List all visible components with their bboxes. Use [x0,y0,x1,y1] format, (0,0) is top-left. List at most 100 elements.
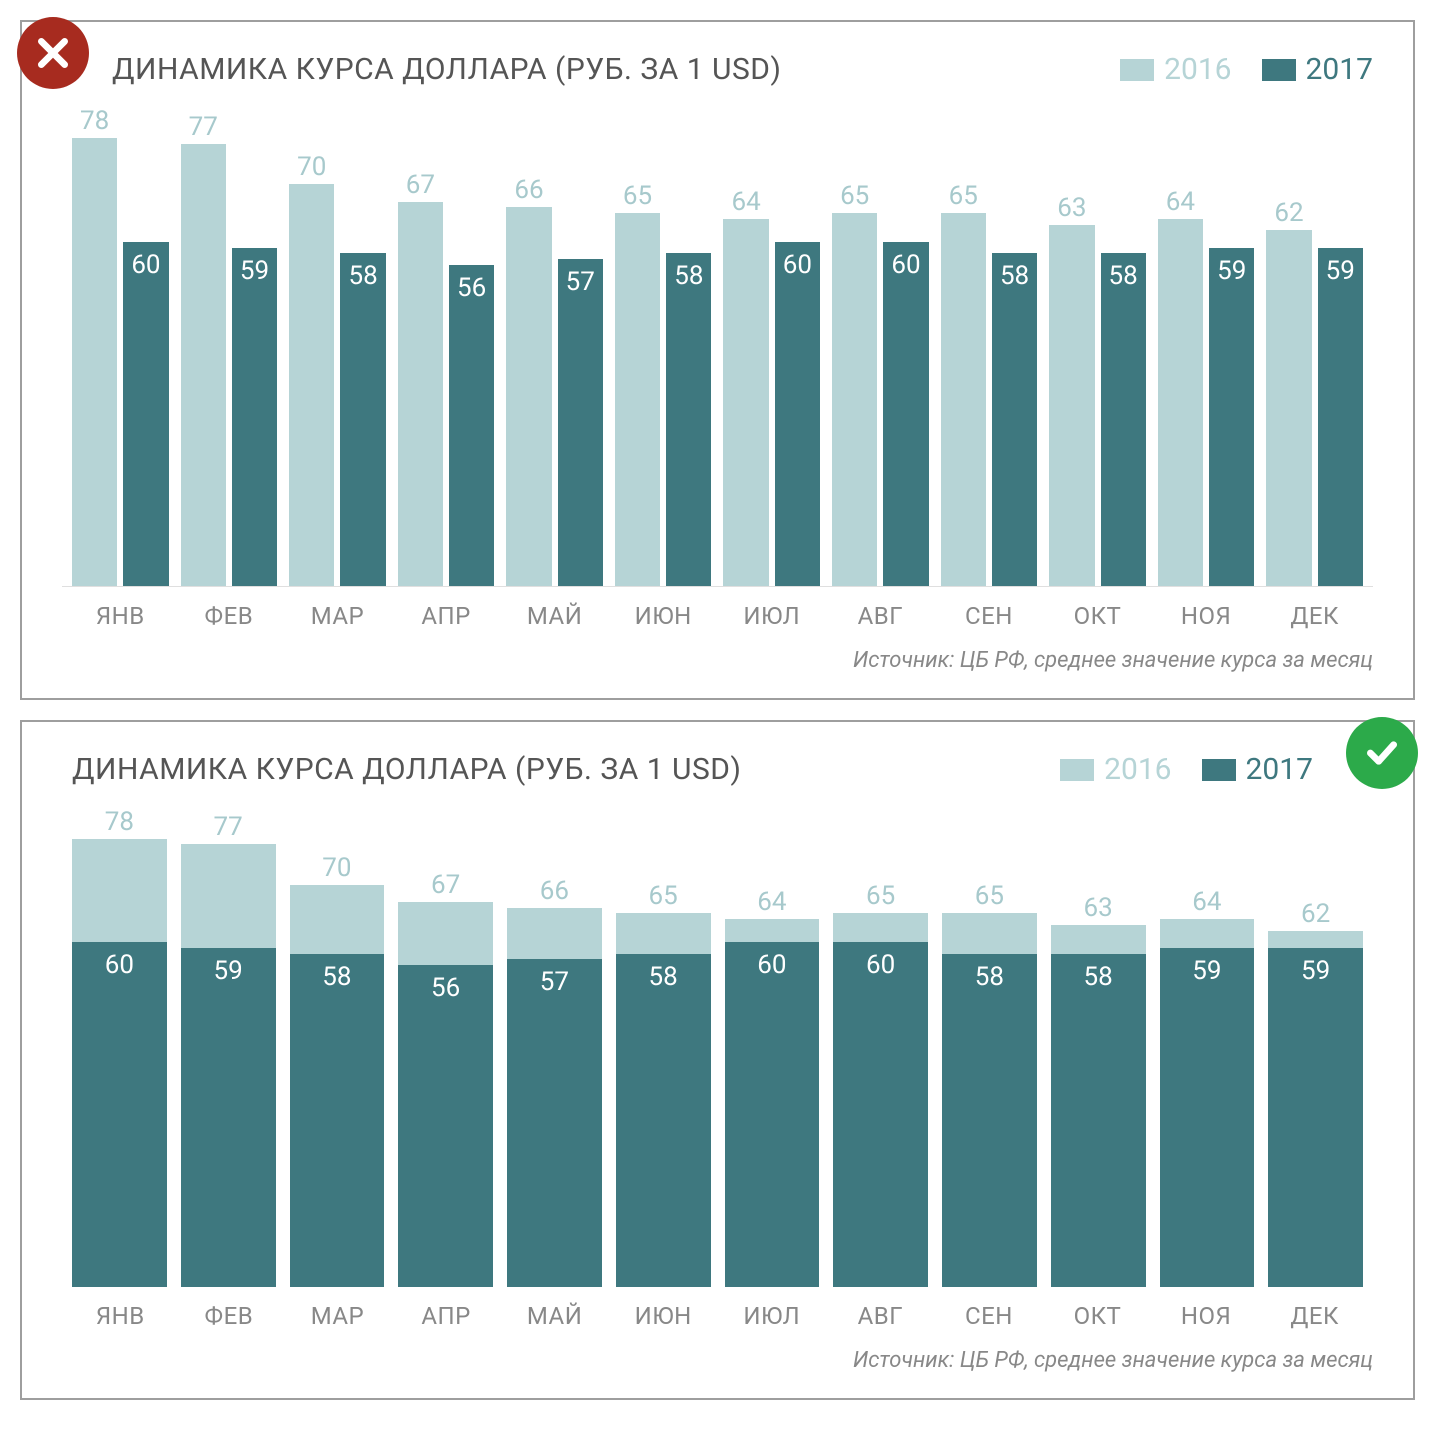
bar-2017: 59 [1268,948,1363,1287]
x-axis-label: ДЕК [1266,1302,1363,1330]
x-axis-label: АПР [398,602,495,630]
bar-group: 7860 [72,827,167,1287]
chart-panel-good: ДИНАМИКА КУРСА ДОЛЛАРА (РУБ. ЗА 1 USD) 2… [20,720,1415,1400]
bar-2017: 58 [616,954,711,1288]
bar-2017-wrap: 57 [558,127,603,586]
bar-value-label: 70 [322,853,351,883]
bar-value-label: 77 [189,112,218,142]
bar-2017-wrap: 58 [666,127,711,586]
bar-2016-wrap: 64 [723,127,768,586]
bar-value-label: 66 [514,175,543,205]
x-axis-label: ИЮЛ [723,602,820,630]
bar-value-label: 65 [840,181,869,211]
bar-2016-wrap: 64 [1158,127,1203,586]
bar-group: 70 58 [290,827,385,1287]
bar-2016-wrap: 66 [506,127,551,586]
bar-2017-wrap: 59 [1318,127,1363,586]
bar-value-label: 59 [240,256,269,286]
bar-value-label: 59 [1326,256,1355,286]
x-axis-label: ИЮН [615,602,712,630]
x-axis-label: ОКТ [1049,602,1146,630]
bar-value-label: 58 [1109,261,1138,291]
legend-swatch [1262,59,1296,81]
bar-value-label: 77 [214,812,243,842]
bar-2017: 58 [942,954,1037,1288]
bar-2016-wrap: 67 [398,127,443,586]
bar-group: 6560 [833,827,928,1287]
bar-2016-wrap: 77 [181,127,226,586]
bar-value-label: 59 [1192,956,1221,986]
chart-header: ДИНАМИКА КУРСА ДОЛЛАРА (РУБ. ЗА 1 USD) 2… [62,52,1373,87]
bar-2017-wrap: 59 [1209,127,1254,586]
bar-2017-wrap: 60 [775,127,820,586]
legend-item: 2017 [1262,52,1373,87]
bar-value-label: 59 [1217,256,1246,286]
bar-group: 6657 [507,827,602,1287]
x-axis-label: МАЙ [506,602,603,630]
bar-value-label: 62 [1301,899,1330,929]
legend-label: 2017 [1306,52,1373,87]
x-axis: ЯНВФЕВМАРАПРМАЙИЮНИЮЛАВГСЕНОКТНОЯДЕК [62,587,1373,630]
x-axis-label: МАР [289,1302,386,1330]
bar-2017: 59 [1209,248,1254,587]
bar-2016: 78 [72,138,117,586]
bar-2017: 59 [232,248,277,587]
bar-value-label: 64 [1192,887,1221,917]
bar-value-label: 58 [1000,261,1029,291]
bar-2017: 58 [1051,954,1146,1288]
bar-2017: 58 [290,954,385,1288]
bar-2017: 58 [666,253,711,586]
x-axis-label: СЕН [941,1302,1038,1330]
bar-2016: 63 [1049,225,1094,586]
bar-2016: 65 [615,213,660,586]
bar-2017: 56 [449,265,494,586]
legend-label: 2016 [1164,52,1231,87]
bar-2017: 59 [1318,248,1363,587]
bar-2017: 58 [1101,253,1146,586]
bar-value-label: 78 [105,807,134,837]
bar-value-label: 56 [457,273,486,303]
bar-group: 6460 [725,827,820,1287]
x-axis-label: ИЮЛ [723,1302,820,1330]
bar-2016: 70 [289,184,334,586]
x-axis: ЯНВФЕВМАРАПРМАЙИЮНИЮЛАВГСЕНОКТНОЯДЕК [62,1287,1373,1330]
bar-value-label: 70 [297,152,326,182]
bar-2017: 60 [775,242,820,586]
bar-2017-wrap: 58 [340,127,385,586]
grouped-bar-chart: 7860775970586756665765586460656065586358… [62,127,1373,587]
bar-value-label: 58 [975,962,1004,992]
bar-group: 67 56 [398,127,495,586]
bar-2016-wrap: 62 [1266,127,1311,586]
x-axis-label: АВГ [832,602,929,630]
bar-group: 6558 [616,827,711,1287]
chart-header: ДИНАМИКА КУРСА ДОЛЛАРА (РУБ. ЗА 1 USD) 2… [62,752,1373,787]
bar-2016-wrap: 70 [289,127,334,586]
bar-value-label: 67 [431,870,460,900]
bar-2017: 60 [72,942,167,1287]
bar-value-label: 58 [348,261,377,291]
x-axis-label: АПР [398,1302,495,1330]
chart-source: Источник: ЦБ РФ, среднее значение курса … [62,648,1373,673]
bar-2017: 59 [1160,948,1255,1287]
bar-value-label: 60 [105,950,134,980]
bar-group: 70 58 [289,127,386,586]
chart-panel-bad: ДИНАМИКА КУРСА ДОЛЛАРА (РУБ. ЗА 1 USD) 2… [20,20,1415,700]
bar-group: 65 60 [832,127,929,586]
x-axis-label: СЕН [941,602,1038,630]
bar-value-label: 60 [783,250,812,280]
bar-value-label: 58 [1084,962,1113,992]
bar-value-label: 57 [566,267,595,297]
x-axis-label: НОЯ [1158,1302,1255,1330]
x-axis-label: ДЕК [1266,602,1363,630]
bar-group: 64 59 [1158,127,1255,586]
bar-2016-wrap: 65 [832,127,877,586]
chart-title: ДИНАМИКА КУРСА ДОЛЛАРА (РУБ. ЗА 1 USD) [72,752,741,787]
x-axis-label: ФЕВ [181,1302,278,1330]
bar-2017: 60 [883,242,928,586]
bar-value-label: 62 [1274,198,1303,228]
bar-group: 6558 [615,127,712,586]
bar-2017: 58 [992,253,1037,586]
bar-2016: 62 [1266,230,1311,586]
bar-group: 77 59 [181,127,278,586]
bar-value-label: 63 [1084,893,1113,923]
